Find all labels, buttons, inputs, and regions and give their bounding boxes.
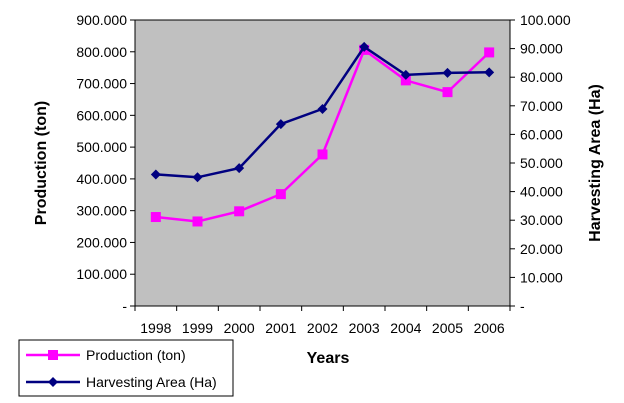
right-axis: - 10.000 20.000 30.000 40.000 50.000 60.000 70.… bbox=[509, 12, 571, 314]
data-point-harvesting-area-ha bbox=[359, 41, 370, 52]
y-right-tick-label: 90.000 bbox=[520, 41, 563, 57]
data-point-production-ton bbox=[484, 47, 495, 58]
y-left-tick-label: 400.000 bbox=[76, 171, 127, 187]
series-layer bbox=[150, 41, 495, 227]
y-left-tick-label: 500.000 bbox=[76, 139, 127, 155]
data-point-harvesting-area-ha bbox=[442, 67, 453, 78]
y-left-tick-label: 200.000 bbox=[76, 234, 127, 250]
x-tick-label: 2005 bbox=[432, 320, 463, 336]
y-right-tick-label: 30.000 bbox=[520, 212, 563, 228]
y-left-tick-label: 700.000 bbox=[76, 76, 127, 92]
y-right-tick-label: 20.000 bbox=[520, 241, 563, 257]
data-point-production-ton bbox=[275, 189, 286, 200]
y-right-tick-label: 10.000 bbox=[520, 269, 563, 285]
x-tick-label: 1999 bbox=[182, 320, 213, 336]
y-right-tick-label: 70.000 bbox=[520, 98, 563, 114]
y-left-tick-label: 300.000 bbox=[76, 203, 127, 219]
data-point-harvesting-area-ha bbox=[192, 172, 203, 183]
y-axis-right-title: Harvesting Area (Ha) bbox=[587, 84, 604, 242]
legend-marker-harvesting-area bbox=[48, 377, 58, 387]
x-axis: 1998 1999 2000 2001 2002 2003 2004 2005 2006 bbox=[134, 306, 511, 336]
plot-area bbox=[134, 19, 511, 307]
data-point-production-ton bbox=[317, 149, 328, 160]
y-right-tick-label: 40.000 bbox=[520, 184, 563, 200]
legend: Production (ton) Harvesting Area (Ha) bbox=[18, 339, 234, 397]
data-point-harvesting-area-ha bbox=[234, 163, 245, 174]
data-point-harvesting-area-ha bbox=[400, 69, 411, 80]
data-point-harvesting-area-ha bbox=[275, 119, 286, 130]
y-right-tick-label: - bbox=[520, 298, 525, 314]
legend-label-production: Production (ton) bbox=[86, 347, 186, 363]
legend-label-harvesting-area: Harvesting Area (Ha) bbox=[86, 374, 217, 390]
left-axis: - 100.000 200.000 300.000 400.000 500.000 600.… bbox=[76, 12, 135, 314]
x-tick-label: 1998 bbox=[140, 320, 171, 336]
legend-marker-production bbox=[48, 350, 58, 360]
x-tick-label: 2004 bbox=[390, 320, 421, 336]
x-tick-label: 2002 bbox=[307, 320, 338, 336]
y-left-tick-label: 600.000 bbox=[76, 107, 127, 123]
y-left-tick-label: 800.000 bbox=[76, 44, 127, 60]
y-axis-left-title: Production (ton) bbox=[33, 101, 50, 225]
x-tick-label: 2001 bbox=[265, 320, 296, 336]
data-point-harvesting-area-ha bbox=[484, 67, 495, 78]
y-right-tick-label: 80.000 bbox=[520, 69, 563, 85]
data-point-production-ton bbox=[192, 216, 203, 227]
y-left-tick-label: 900.000 bbox=[76, 12, 127, 28]
x-tick-label: 2003 bbox=[349, 320, 380, 336]
data-point-production-ton bbox=[234, 206, 245, 217]
y-right-tick-label: 50.000 bbox=[520, 155, 563, 171]
y-left-tick-label: 100.000 bbox=[76, 266, 127, 282]
data-point-production-ton bbox=[442, 87, 453, 98]
data-point-production-ton bbox=[150, 212, 161, 223]
legend-box bbox=[18, 339, 234, 397]
data-point-harvesting-area-ha bbox=[150, 169, 161, 180]
data-point-production-ton bbox=[400, 75, 411, 86]
y-left-tick-label: - bbox=[122, 298, 127, 314]
y-right-tick-label: 60.000 bbox=[520, 126, 563, 142]
x-tick-label: 2006 bbox=[474, 320, 505, 336]
x-axis-title: Years bbox=[307, 350, 350, 367]
y-right-tick-label: 100.000 bbox=[520, 12, 571, 28]
data-point-harvesting-area-ha bbox=[317, 103, 328, 114]
x-tick-label: 2000 bbox=[224, 320, 255, 336]
